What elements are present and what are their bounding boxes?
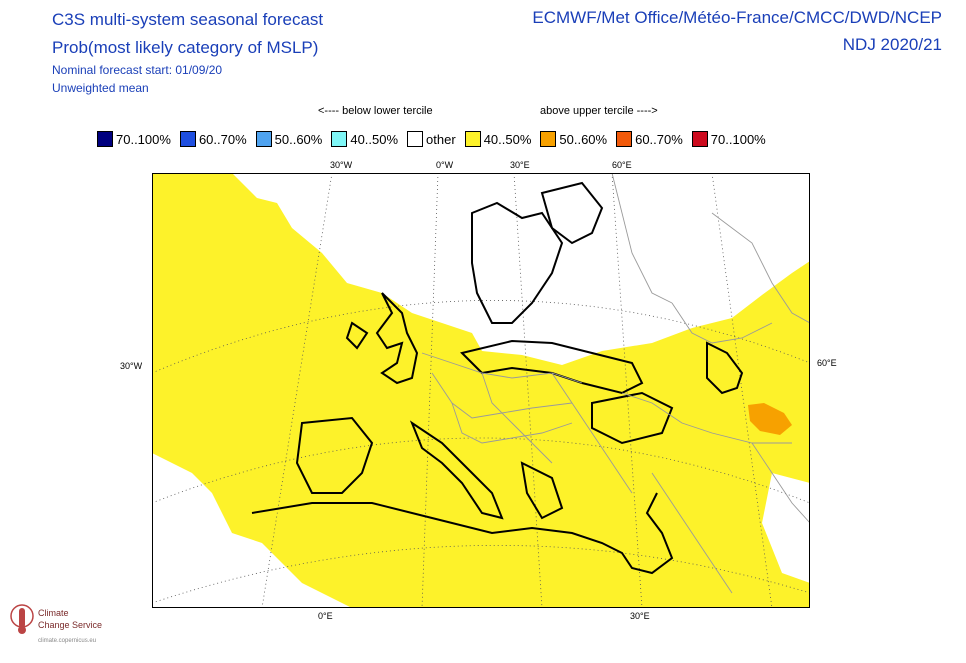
title-line1: C3S multi-system seasonal forecast	[52, 10, 324, 29]
legend-label: 70..100%	[710, 131, 766, 147]
legend-label: 50..60%	[559, 131, 608, 147]
forecast-period: NDJ 2020/21	[842, 35, 942, 54]
forecast-start: Nominal forecast start: 01/09/20	[52, 63, 223, 77]
legend-label: 40..50%	[483, 131, 532, 147]
top-axis-label: 60°E	[612, 160, 632, 170]
legend-item: 50..60%	[540, 131, 616, 147]
legend-label: 60..70%	[635, 131, 683, 147]
top-axis-label: 0°W	[436, 160, 454, 170]
legend-swatch	[179, 131, 196, 147]
legend-item: 50..60%	[255, 131, 332, 147]
legend-item: 70..100%	[691, 131, 775, 147]
legend-swatch	[616, 131, 633, 147]
legend-swatch	[407, 131, 424, 147]
legend-item: other	[407, 131, 465, 147]
legend-item: 40..50%	[331, 131, 407, 147]
legend-swatch	[255, 131, 272, 147]
legend-item: 40..50%	[464, 131, 541, 147]
legend-swatch	[331, 131, 348, 147]
legend-label: other	[426, 131, 456, 147]
copernicus-logo	[10, 604, 34, 634]
legend-swatch	[464, 131, 481, 147]
above-tercile-header: above upper tercile ---->	[540, 105, 658, 117]
title-line2: Prob(most likely category of MSLP)	[52, 38, 319, 57]
above-50-60-region	[748, 403, 792, 435]
top-axis-label: 30°W	[330, 160, 353, 170]
above-40-50-region	[152, 173, 810, 608]
legend-item: 60..70%	[179, 131, 256, 147]
legend-swatch	[540, 131, 557, 147]
legend-label: 70..100%	[116, 131, 171, 147]
legend-swatch	[691, 131, 708, 147]
color-legend: 70..100% 60..70% 50..60% 40..50% other 4…	[97, 130, 775, 148]
logo-text-line3: climate.copernicus.eu	[38, 638, 97, 644]
right-axis-label: 60°E	[817, 358, 837, 368]
models-list: ECMWF/Met Office/Météo-France/CMCC/DWD/N…	[532, 8, 942, 27]
bottom-axis-label: 30°E	[630, 611, 650, 621]
legend-label: 40..50%	[350, 131, 399, 147]
legend-item: 60..70%	[616, 131, 692, 147]
logo-text-line2: Change Service	[38, 620, 103, 630]
top-axis-label: 30°E	[510, 160, 530, 170]
legend-label: 50..60%	[274, 131, 323, 147]
legend-item: 70..100%	[97, 131, 180, 147]
below-tercile-header: <---- below lower tercile	[318, 105, 433, 117]
forecast-map	[152, 173, 810, 608]
legend-label: 60..70%	[198, 131, 247, 147]
logo-text-line1: Climate	[38, 608, 69, 618]
mean-type: Unweighted mean	[52, 81, 149, 95]
bottom-axis-label: 0°E	[318, 611, 333, 621]
left-axis-label: 30°W	[120, 361, 143, 371]
legend-swatch	[97, 131, 113, 147]
